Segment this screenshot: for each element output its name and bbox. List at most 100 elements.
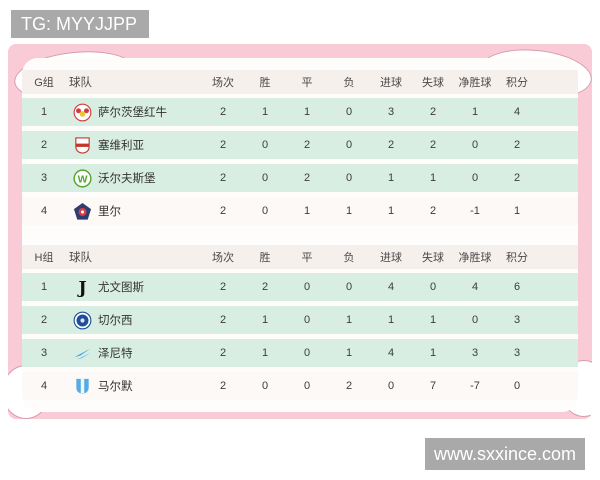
team-row: 4 马尔默 2 0 0 2 0 7 -7 0 [22,372,578,400]
stat-cell: 2 [219,380,227,392]
zenit-logo-icon [73,344,92,363]
rank-cell: 1 [40,106,48,118]
wolfsburg-logo-icon: W [73,168,92,188]
column-header: 平 [301,77,313,89]
stat-cell: 2 [261,281,269,293]
group-header-row: G组 球队 场次 胜 平 负 进球 失球 净胜球 积分 [22,70,578,94]
rank-cell: 2 [40,139,48,151]
stat-cell: 2 [429,139,437,151]
stat-cell: 2 [513,139,521,151]
column-header: 积分 [506,252,528,264]
stat-cell: 0 [303,314,311,326]
column-header: 场次 [212,77,234,89]
stat-cell: 2 [219,139,227,151]
rank-cell: 3 [40,172,48,184]
stat-cell: -1 [470,205,480,217]
stat-cell: 1 [303,205,311,217]
stat-cell: 1 [387,205,395,217]
stat-cell: 1 [261,347,269,359]
standings-card: G组 球队 场次胜平负进球 失球 净胜球 积分 1 萨尔茨堡红牛 2 1 1 0 3 2 1 4 2 塞维利亚 2 0… [22,58,578,412]
stat-cell: 0 [261,139,269,151]
stat-cell: 1 [345,314,353,326]
stat-cell: 6 [513,281,521,293]
column-header: 失球 [422,77,444,89]
team-name: 尤文图斯 [98,282,144,294]
team-name: 沃尔夫斯堡 [98,173,156,185]
column-header: 负 [343,77,355,89]
column-header: 净胜球 [458,77,492,89]
team-column-header: 球队 [69,77,92,89]
group-header-row: H组 球队 场次 胜 平 负 进球 失球 净胜球 积分 [22,245,578,269]
stat-cell: 3 [513,347,521,359]
team-row: 3 泽尼特 2 1 0 1 4 1 3 3 [22,339,578,367]
stat-cell: 1 [429,347,437,359]
stat-cell: 0 [345,139,353,151]
stat-cell: 1 [261,314,269,326]
rank-cell: 2 [40,314,48,326]
stat-cell: 1 [345,347,353,359]
team-row: 1 萨尔茨堡红牛 2 1 1 0 3 2 1 4 [22,98,578,126]
svg-text:J: J [76,278,86,296]
stat-cell: 0 [345,281,353,293]
stat-cell: 0 [303,281,311,293]
stat-cell: 0 [303,347,311,359]
stat-cell: 1 [513,205,521,217]
team-name: 萨尔茨堡红牛 [98,107,167,119]
stat-cell: 4 [387,281,395,293]
team-name: 泽尼特 [98,348,133,360]
team-row: 2 切尔西 2 1 0 1 1 1 0 3 [22,306,578,334]
stat-cell: 3 [387,106,395,118]
stat-cell: 0 [387,380,395,392]
stat-cell: -7 [470,380,480,392]
stat-cell: 1 [261,106,269,118]
stat-cell: 1 [345,205,353,217]
stat-cell: 2 [429,205,437,217]
stat-cell: 7 [429,380,437,392]
team-cell: W 沃尔夫斯堡 [66,168,202,188]
stat-cell: 2 [303,139,311,151]
malmo-logo-icon [73,377,92,396]
stat-cell: 0 [345,106,353,118]
stat-cell: 2 [219,205,227,217]
column-header: 进球 [380,77,402,89]
stat-cell: 0 [471,172,479,184]
column-header: 净胜球 [458,252,492,264]
team-name: 切尔西 [98,315,133,327]
stat-cell: 4 [387,347,395,359]
stat-cell: 0 [429,281,437,293]
sevilla-logo-icon [73,136,92,155]
stat-cell: 0 [261,380,269,392]
team-name: 马尔默 [98,381,133,393]
stat-cell: 0 [471,314,479,326]
group-section: H组 球队 场次胜平负进球 失球 净胜球 积分 1 J 尤文图斯 2 2 0 0 4 0 4 6 2 切尔西 2 1 0 1… [22,245,578,400]
rank-cell: 4 [40,380,48,392]
stat-cell: 2 [219,172,227,184]
team-name: 塞维利亚 [98,140,144,152]
group-label: H组 [34,252,54,264]
stat-cell: 2 [219,281,227,293]
stat-cell: 0 [261,172,269,184]
team-cell: 萨尔茨堡红牛 [66,103,202,122]
column-header: 场次 [212,252,234,264]
stat-cell: 2 [303,172,311,184]
column-header: 胜 [259,77,271,89]
salzburg-logo-icon [73,103,92,122]
stat-cell: 1 [303,106,311,118]
stat-cell: 1 [387,172,395,184]
stat-cell: 2 [387,139,395,151]
column-header: 胜 [259,252,271,264]
stat-cell: 4 [471,281,479,293]
stat-cell: 2 [513,172,521,184]
rank-cell: 1 [40,281,48,293]
team-row: 2 塞维利亚 2 0 2 0 2 2 0 2 [22,131,578,159]
team-column-header: 球队 [69,252,92,264]
team-cell: 马尔默 [66,377,202,396]
stat-cell: 0 [303,380,311,392]
stat-cell: 0 [471,139,479,151]
stat-cell: 2 [219,106,227,118]
stat-cell: 2 [219,314,227,326]
stat-cell: 1 [429,172,437,184]
stat-cell: 1 [387,314,395,326]
svg-text:W: W [78,174,88,185]
team-cell: 切尔西 [66,311,202,330]
